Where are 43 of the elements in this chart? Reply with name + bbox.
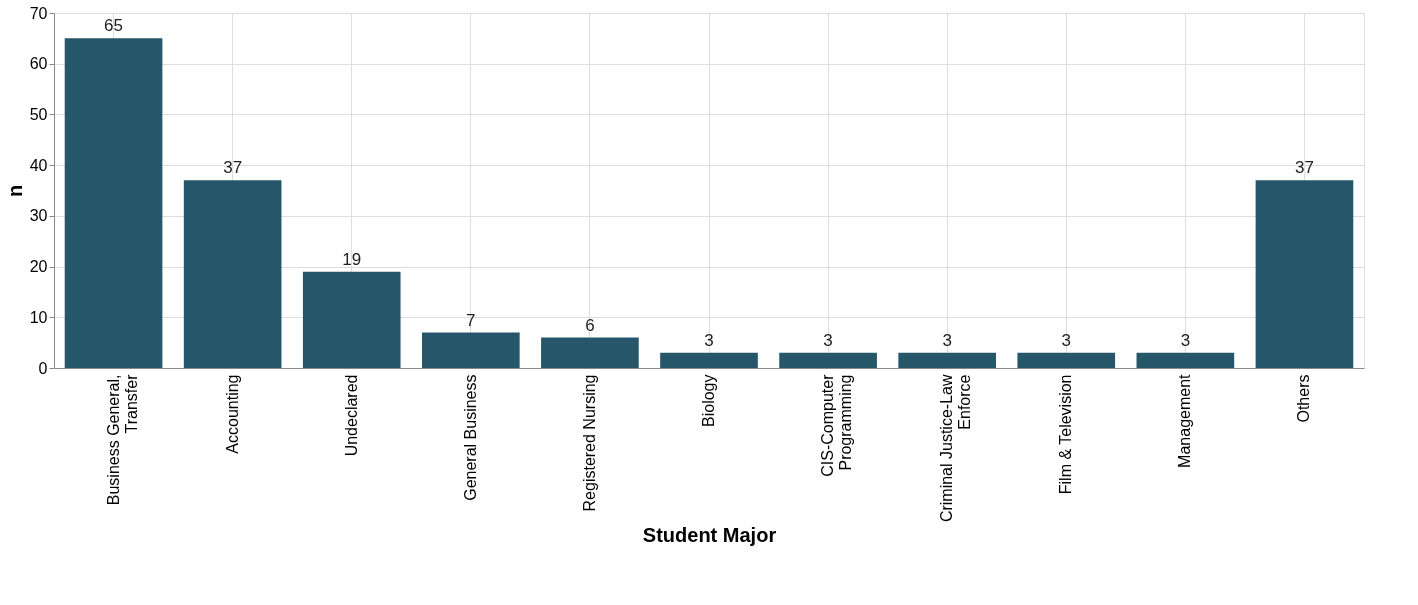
x-tick-label: Criminal Justice-Law Enforce [938,374,974,523]
bar [541,337,639,368]
x-tick-label: Others [1295,374,1313,423]
x-tick-label: CIS-Computer Programming [819,373,855,477]
x-tick-label: General Business [461,374,479,501]
data-label: 37 [1294,158,1314,178]
bar [183,180,282,368]
data-label: 3 [823,330,833,350]
x-tick-label: Undeclared [342,374,360,457]
data-label: 3 [1180,330,1191,350]
x-tick-label: Film & Television [1057,374,1075,495]
y-tick-label: 60 [29,55,48,73]
x-tick-label: Biology [700,374,717,427]
x-tick-label: Business General, Transfer [104,373,140,506]
x-tick-label: Accounting [223,374,241,454]
x-axis-title: Student Major [642,524,777,547]
bar [302,271,401,368]
data-label: 3 [1061,330,1072,350]
y-axis-title: n [3,184,26,198]
y-tick-label: 0 [38,359,48,377]
y-tick-label: 50 [29,105,48,123]
bar [660,352,758,368]
y-tick-label: 10 [29,308,48,326]
data-label: 7 [466,310,476,330]
bar [1255,180,1354,368]
bar [898,352,997,368]
data-label: 3 [704,330,714,350]
bar [1017,352,1116,368]
y-tick-label: 70 [29,4,48,22]
data-label: 37 [223,158,243,178]
data-label: 6 [585,315,595,335]
data-label: 65 [104,16,124,36]
y-tick-label: 30 [29,207,48,225]
data-label: 3 [942,330,952,350]
x-tick-label: Management [1176,373,1194,468]
bar [1136,352,1235,368]
x-tick-label: Registered Nursing [580,374,598,512]
y-tick-label: 20 [29,258,48,276]
bar [64,38,163,368]
data-label: 19 [342,249,362,269]
y-tick-label: 40 [29,156,48,174]
bar [421,332,520,368]
bar [779,352,877,368]
